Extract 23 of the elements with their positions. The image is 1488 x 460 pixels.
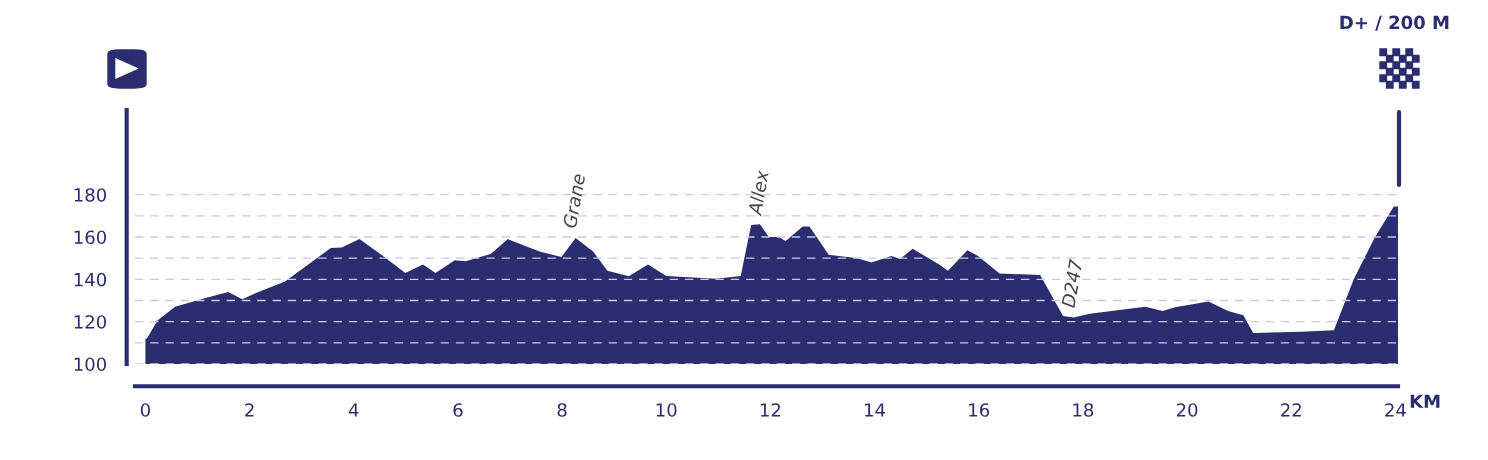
x-tick-label: 24 (1385, 403, 1406, 417)
x-tick-label: 12 (760, 403, 781, 417)
x-tick-label: 20 (1176, 403, 1198, 417)
x-tick-label: 0 (140, 403, 150, 417)
x-axis-title: KM (1410, 394, 1440, 408)
x-tick-label: 14 (865, 403, 886, 417)
y-tick-label: 160 (74, 230, 107, 245)
x-tick-label: 22 (1281, 403, 1301, 417)
x-tick-label: 16 (969, 403, 990, 417)
x-tick-label: 10 (656, 403, 677, 417)
y-tick-label: 180 (74, 188, 107, 202)
y-tick-label: 140 (74, 272, 107, 287)
x-tick-label: 2 (245, 403, 254, 417)
annotation: D247 (1061, 258, 1083, 308)
x-tick-label: 6 (453, 403, 463, 417)
x-tick-label: 8 (557, 403, 567, 417)
x-tick-label: 4 (348, 403, 359, 417)
x-tick-label: 18 (1073, 403, 1094, 417)
annotation: Grane (562, 173, 586, 229)
y-tick-label: 100 (74, 357, 107, 372)
text: D+ / 200 M (1340, 15, 1449, 31)
annotation: Allex (747, 169, 770, 217)
y-tick-label: 120 (74, 315, 107, 329)
